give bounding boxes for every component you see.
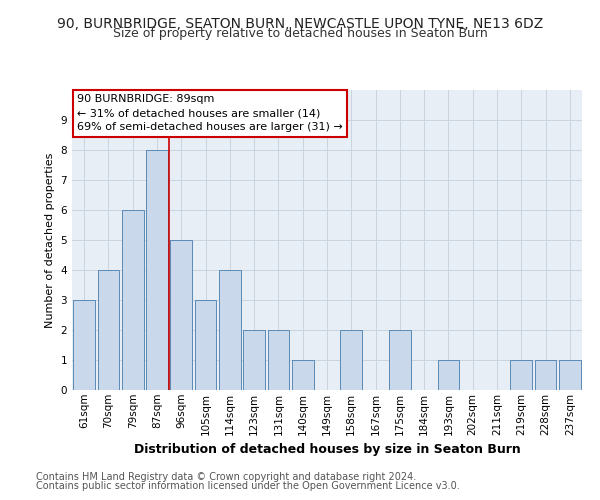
Text: Contains public sector information licensed under the Open Government Licence v3: Contains public sector information licen… bbox=[36, 481, 460, 491]
Y-axis label: Number of detached properties: Number of detached properties bbox=[45, 152, 55, 328]
Bar bbox=[146, 150, 168, 390]
Text: Size of property relative to detached houses in Seaton Burn: Size of property relative to detached ho… bbox=[113, 28, 487, 40]
Bar bbox=[340, 330, 362, 390]
Text: 90, BURNBRIDGE, SEATON BURN, NEWCASTLE UPON TYNE, NE13 6DZ: 90, BURNBRIDGE, SEATON BURN, NEWCASTLE U… bbox=[57, 18, 543, 32]
Bar bbox=[122, 210, 143, 390]
Bar bbox=[170, 240, 192, 390]
Bar bbox=[559, 360, 581, 390]
Bar bbox=[292, 360, 314, 390]
Bar bbox=[194, 300, 217, 390]
Bar bbox=[243, 330, 265, 390]
Bar bbox=[511, 360, 532, 390]
Bar bbox=[535, 360, 556, 390]
Bar bbox=[219, 270, 241, 390]
Text: 90 BURNBRIDGE: 89sqm
← 31% of detached houses are smaller (14)
69% of semi-detac: 90 BURNBRIDGE: 89sqm ← 31% of detached h… bbox=[77, 94, 343, 132]
Bar bbox=[73, 300, 95, 390]
X-axis label: Distribution of detached houses by size in Seaton Burn: Distribution of detached houses by size … bbox=[134, 443, 520, 456]
Bar bbox=[389, 330, 411, 390]
Bar bbox=[268, 330, 289, 390]
Bar bbox=[437, 360, 460, 390]
Text: Contains HM Land Registry data © Crown copyright and database right 2024.: Contains HM Land Registry data © Crown c… bbox=[36, 472, 416, 482]
Bar bbox=[97, 270, 119, 390]
